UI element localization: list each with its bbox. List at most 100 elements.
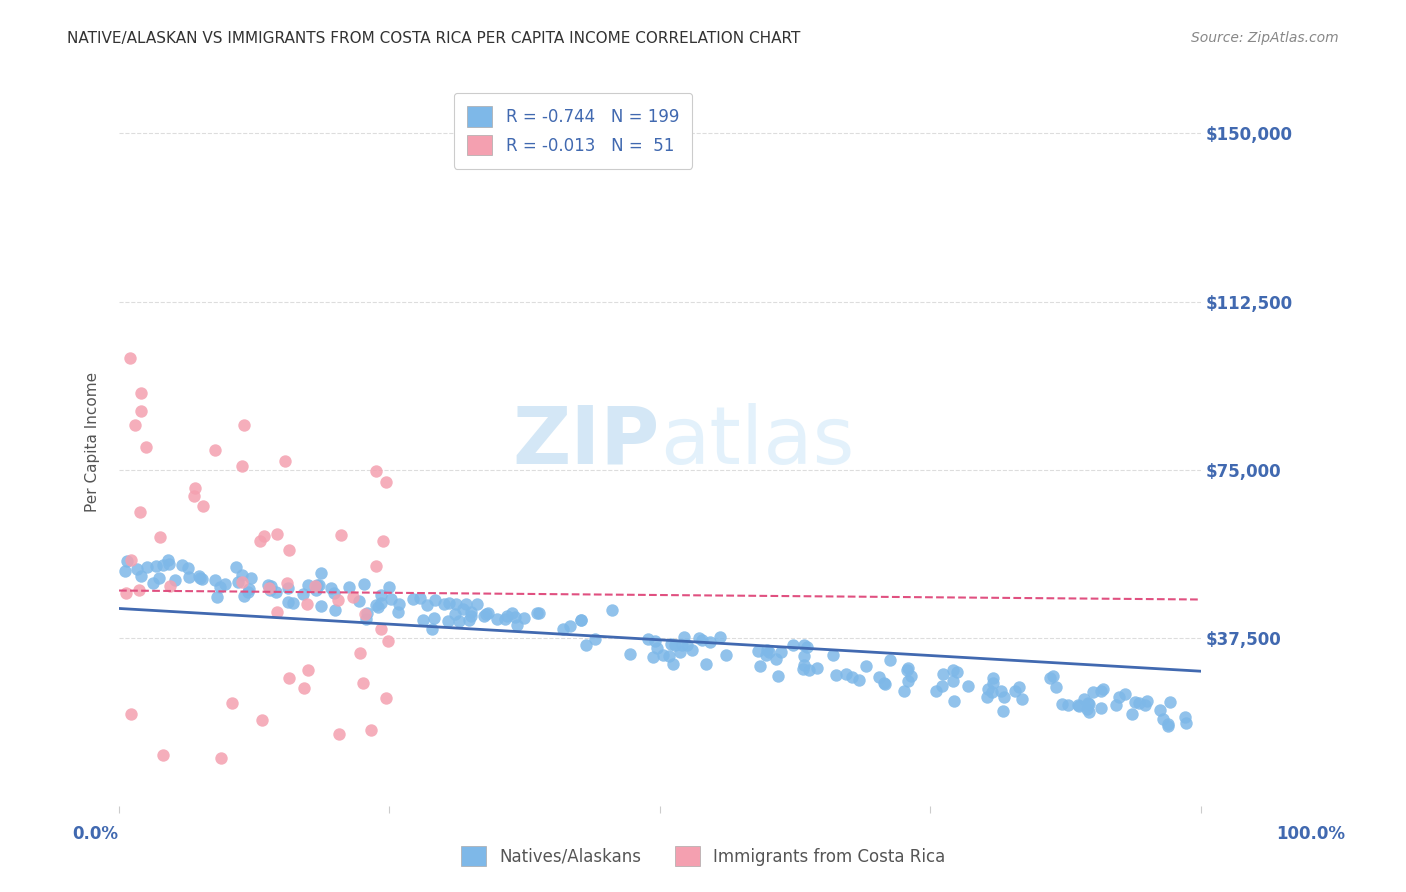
Point bbox=[474, 607, 496, 621]
Point bbox=[145, 558, 167, 573]
Point bbox=[128, 583, 150, 598]
Point bbox=[249, 534, 271, 549]
Point bbox=[868, 670, 890, 684]
Point bbox=[377, 634, 399, 648]
Point bbox=[309, 599, 332, 613]
Point bbox=[758, 644, 780, 658]
Point bbox=[991, 704, 1014, 718]
Point bbox=[204, 573, 226, 587]
Point bbox=[266, 527, 288, 541]
Point bbox=[356, 607, 378, 621]
Point bbox=[364, 465, 387, 479]
Point bbox=[769, 645, 792, 659]
Text: NATIVE/ALASKAN VS IMMIGRANTS FROM COSTA RICA PER CAPITA INCOME CORRELATION CHART: NATIVE/ALASKAN VS IMMIGRANTS FROM COSTA … bbox=[67, 31, 801, 46]
Point bbox=[1159, 695, 1181, 709]
Point bbox=[900, 669, 922, 683]
Point bbox=[377, 580, 399, 594]
Point bbox=[848, 673, 870, 687]
Point bbox=[276, 575, 298, 590]
Point bbox=[179, 570, 201, 584]
Legend: R = -0.744   N = 199, R = -0.013   N =  51: R = -0.744 N = 199, R = -0.013 N = 51 bbox=[454, 93, 693, 169]
Point bbox=[1149, 703, 1171, 717]
Point bbox=[569, 613, 592, 627]
Point bbox=[1076, 702, 1098, 716]
Point bbox=[240, 571, 263, 585]
Point bbox=[692, 633, 714, 648]
Point bbox=[225, 560, 247, 574]
Point bbox=[619, 647, 641, 661]
Point bbox=[115, 554, 138, 568]
Point bbox=[409, 591, 432, 605]
Point bbox=[188, 569, 211, 583]
Point bbox=[709, 630, 731, 644]
Point bbox=[942, 663, 965, 677]
Point bbox=[946, 665, 969, 680]
Point bbox=[931, 679, 953, 693]
Point bbox=[494, 612, 516, 626]
Point bbox=[374, 475, 396, 490]
Point bbox=[274, 453, 297, 467]
Point bbox=[747, 643, 769, 657]
Point bbox=[277, 582, 299, 596]
Point bbox=[1067, 698, 1090, 713]
Point bbox=[352, 676, 374, 690]
Point bbox=[990, 683, 1012, 698]
Point bbox=[354, 607, 377, 622]
Point bbox=[943, 694, 966, 708]
Point bbox=[304, 579, 326, 593]
Point bbox=[349, 646, 371, 660]
Point bbox=[387, 605, 409, 619]
Point bbox=[1175, 715, 1198, 730]
Point bbox=[637, 632, 659, 646]
Point bbox=[699, 635, 721, 649]
Point bbox=[256, 578, 278, 592]
Point bbox=[460, 605, 482, 619]
Point bbox=[583, 632, 606, 646]
Point bbox=[671, 639, 693, 653]
Text: Source: ZipAtlas.com: Source: ZipAtlas.com bbox=[1191, 31, 1339, 45]
Point bbox=[1108, 690, 1130, 705]
Point bbox=[380, 592, 402, 607]
Point bbox=[529, 607, 551, 621]
Point bbox=[1157, 717, 1180, 731]
Point bbox=[896, 674, 918, 689]
Point bbox=[1114, 687, 1136, 701]
Point bbox=[506, 618, 529, 632]
Point bbox=[1008, 680, 1031, 694]
Point bbox=[305, 583, 328, 598]
Point bbox=[1121, 706, 1143, 721]
Point bbox=[768, 669, 790, 683]
Text: atlas: atlas bbox=[659, 402, 855, 481]
Point bbox=[835, 667, 858, 681]
Point bbox=[367, 600, 389, 615]
Point bbox=[250, 714, 273, 728]
Point bbox=[253, 529, 276, 543]
Point bbox=[115, 586, 138, 600]
Point bbox=[793, 657, 815, 672]
Point bbox=[370, 622, 392, 636]
Point bbox=[765, 652, 787, 666]
Point bbox=[575, 638, 598, 652]
Point bbox=[495, 609, 517, 624]
Point bbox=[437, 614, 460, 628]
Point bbox=[551, 623, 574, 637]
Point bbox=[976, 690, 998, 705]
Point bbox=[159, 578, 181, 592]
Point bbox=[1078, 698, 1101, 712]
Point bbox=[792, 662, 814, 676]
Point bbox=[1152, 712, 1174, 726]
Point bbox=[925, 683, 948, 698]
Point bbox=[337, 580, 360, 594]
Point bbox=[364, 598, 387, 612]
Point bbox=[755, 648, 778, 662]
Point bbox=[651, 648, 673, 662]
Point bbox=[184, 481, 207, 495]
Point bbox=[644, 634, 666, 648]
Point bbox=[451, 602, 474, 616]
Point bbox=[416, 598, 439, 612]
Point bbox=[662, 657, 685, 672]
Point bbox=[796, 640, 818, 654]
Point bbox=[292, 586, 315, 600]
Point bbox=[120, 552, 142, 566]
Point bbox=[330, 527, 353, 541]
